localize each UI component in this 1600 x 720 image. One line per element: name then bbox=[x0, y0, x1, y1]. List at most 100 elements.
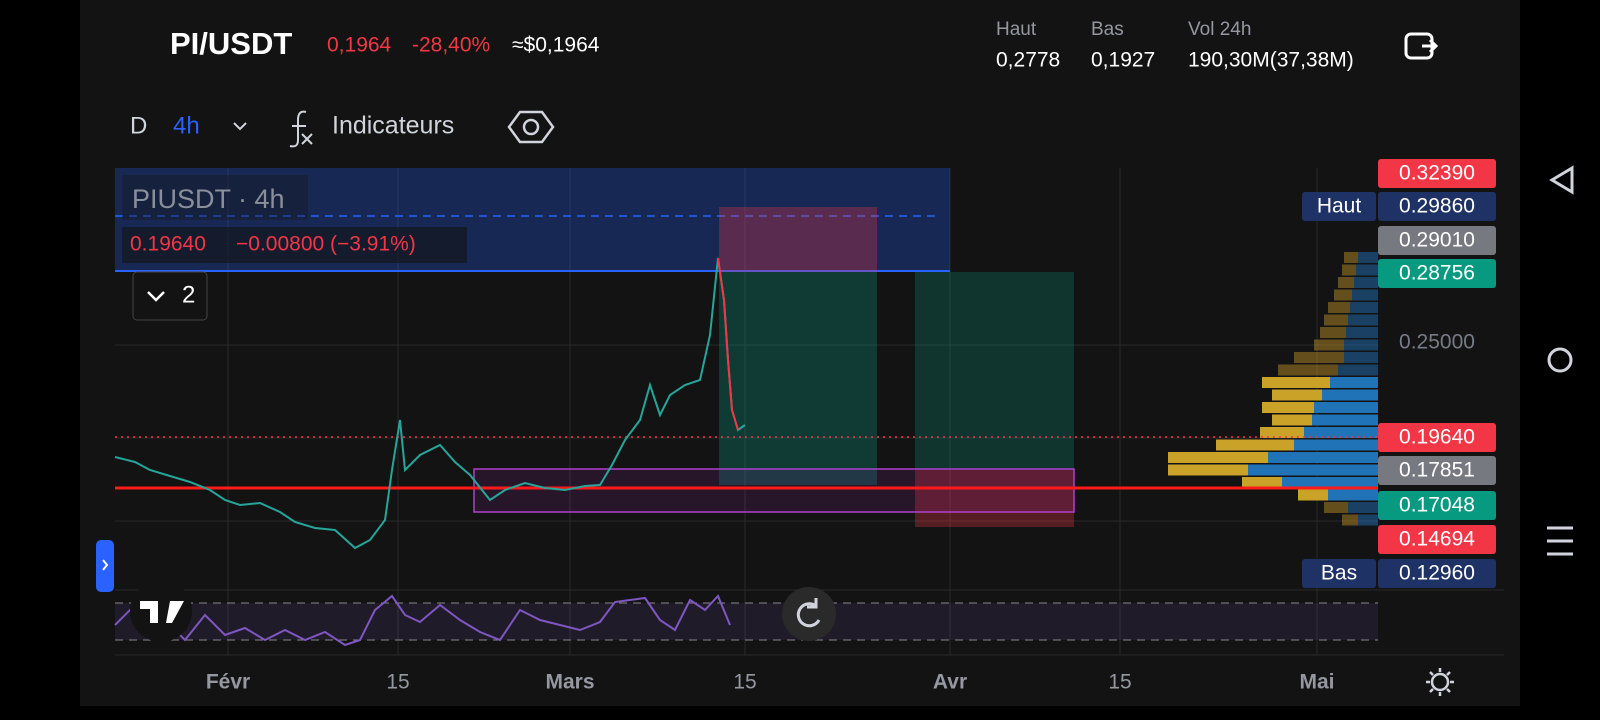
price-tag-bg bbox=[1378, 226, 1496, 255]
volume-gold bbox=[1260, 427, 1304, 438]
volume-blue bbox=[1356, 264, 1378, 276]
volume-blue bbox=[1248, 464, 1378, 476]
volume-blue bbox=[1322, 389, 1378, 401]
nav-bar bbox=[1547, 165, 1574, 556]
volume-gold bbox=[1342, 264, 1356, 276]
collapse-button[interactable] bbox=[132, 271, 208, 321]
target-zone bbox=[719, 272, 877, 485]
volume-gold bbox=[1324, 502, 1348, 513]
reset-icon bbox=[796, 598, 821, 628]
interval-button[interactable]: 4h bbox=[173, 112, 200, 139]
daily-button[interactable]: D bbox=[130, 112, 147, 139]
stat-value: 190,30M(37,38M) bbox=[1188, 49, 1354, 72]
time-label: Mars bbox=[545, 671, 594, 694]
volume-blue bbox=[1344, 339, 1378, 351]
volume-gold bbox=[1344, 252, 1358, 263]
rsi-band bbox=[115, 603, 1378, 640]
time-settings[interactable] bbox=[1426, 668, 1454, 696]
volume-gold bbox=[1342, 514, 1358, 526]
volume-gold bbox=[1216, 439, 1294, 451]
volume-blue bbox=[1330, 377, 1378, 388]
stop-zone-2 bbox=[915, 470, 1074, 527]
volume-blue bbox=[1304, 427, 1378, 438]
volume-blue bbox=[1282, 477, 1378, 488]
volume-blue bbox=[1344, 352, 1378, 363]
interval-dropdown[interactable] bbox=[233, 122, 247, 131]
price-tag-name: Bas bbox=[1321, 562, 1357, 585]
volume-gold bbox=[1334, 289, 1352, 301]
volume-gold bbox=[1278, 364, 1338, 376]
price-label: 0.17048 bbox=[1399, 494, 1475, 517]
legend-bg bbox=[122, 175, 308, 220]
legend-change: −0.00800 (−3.91%) bbox=[236, 233, 416, 256]
time-label: 15 bbox=[733, 671, 756, 694]
price-line bbox=[114, 257, 746, 550]
stat-value: 0,2778 bbox=[996, 49, 1060, 72]
share-icon[interactable] bbox=[1404, 32, 1439, 60]
volume-gold bbox=[1242, 477, 1282, 488]
stat-label: Haut bbox=[996, 19, 1037, 40]
volume-blue bbox=[1268, 452, 1378, 463]
time-label: 15 bbox=[386, 671, 409, 694]
collapse-chevron bbox=[147, 291, 165, 302]
volume-blue bbox=[1348, 314, 1378, 326]
volume-gold bbox=[1262, 377, 1330, 388]
price-label: 0.19640 bbox=[1399, 426, 1475, 449]
logo[interactable] bbox=[130, 580, 192, 642]
volume-blue bbox=[1358, 514, 1378, 526]
stat-label: Bas bbox=[1091, 19, 1124, 40]
volume-blue bbox=[1346, 327, 1378, 338]
volume-gold bbox=[1324, 314, 1348, 326]
volume-blue bbox=[1350, 302, 1378, 313]
nav-back[interactable] bbox=[1549, 165, 1574, 195]
settings-hexagon[interactable] bbox=[507, 110, 555, 144]
logo-mark bbox=[140, 601, 184, 623]
price-label: 0.14694 bbox=[1399, 528, 1475, 551]
price-tag-name: Haut bbox=[1317, 195, 1362, 218]
nav-menu[interactable] bbox=[1547, 526, 1573, 556]
pair: PI/USDT bbox=[170, 26, 292, 61]
stop-zone bbox=[719, 207, 877, 272]
legend-values-bg bbox=[122, 227, 467, 263]
rsi-line bbox=[114, 594, 731, 647]
volume-blue bbox=[1358, 252, 1378, 263]
price-tag-bg bbox=[1378, 456, 1496, 485]
price-label: 0.12960 bbox=[1399, 562, 1475, 585]
volume-blue bbox=[1294, 439, 1378, 451]
collapse-count: 2 bbox=[182, 281, 195, 308]
price-label: 0.25000 bbox=[1399, 331, 1475, 354]
volume-gold bbox=[1338, 277, 1354, 288]
volume-blue bbox=[1352, 289, 1378, 301]
volume-gold bbox=[1320, 327, 1346, 338]
volume-blue bbox=[1312, 414, 1378, 426]
volume-gold bbox=[1328, 302, 1350, 313]
price: 0,1964 bbox=[327, 34, 392, 57]
volume-blue bbox=[1314, 402, 1378, 413]
reset-button[interactable] bbox=[782, 587, 836, 641]
volume-blue bbox=[1354, 277, 1378, 288]
change: -28,40% bbox=[412, 34, 490, 57]
price-tag-bg bbox=[1378, 159, 1496, 188]
price-label: 0.29860 bbox=[1399, 195, 1475, 218]
volume-blue bbox=[1328, 489, 1378, 501]
volume-gold bbox=[1294, 352, 1344, 363]
price-tag-bg bbox=[1378, 192, 1496, 221]
range-box bbox=[473, 468, 1075, 513]
volume-gold bbox=[1298, 489, 1328, 501]
volume-gold bbox=[1168, 452, 1268, 463]
fx-icon[interactable] bbox=[289, 110, 313, 148]
price-label: 0.29010 bbox=[1399, 229, 1475, 252]
price-label: 0.17851 bbox=[1399, 459, 1475, 482]
volume-blue bbox=[1348, 502, 1378, 513]
nav-home[interactable] bbox=[1547, 347, 1573, 373]
time-label: Avr bbox=[933, 671, 967, 694]
legend-price: 0.19640 bbox=[130, 233, 206, 256]
usd-price: ≈$0,1964 bbox=[512, 34, 600, 57]
price-tag-name-bg bbox=[1302, 192, 1376, 221]
price-tag-bg bbox=[1378, 491, 1496, 520]
volume-gold bbox=[1262, 402, 1314, 413]
volume-gold bbox=[1314, 339, 1344, 351]
price-tag-bg bbox=[1378, 525, 1496, 554]
indicators-button[interactable]: Indicateurs bbox=[332, 112, 454, 140]
price-tag-name-bg bbox=[1302, 559, 1376, 588]
